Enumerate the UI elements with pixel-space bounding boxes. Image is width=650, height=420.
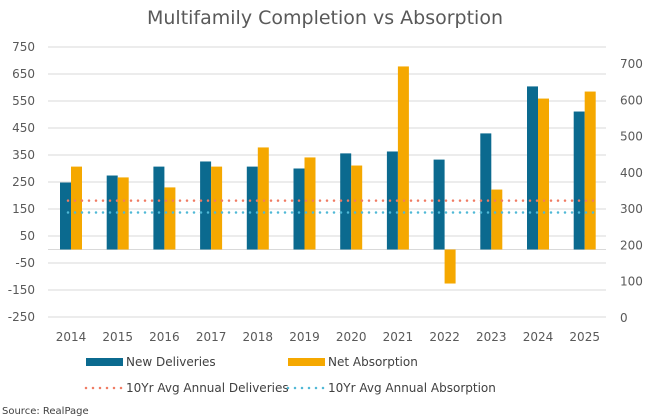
x-tick-label: 2023: [476, 330, 507, 344]
average-lines: [66, 199, 600, 214]
right-tick-label: 400: [620, 166, 643, 180]
right-tick-label: 700: [620, 57, 643, 71]
left-tick-label: 150: [12, 202, 35, 216]
bar-new-deliveries-2018: [246, 166, 258, 250]
gridlines: [48, 46, 606, 318]
bars: [60, 66, 596, 284]
bar-net-absorption-2025: [584, 91, 596, 250]
x-tick-label: 2025: [569, 330, 600, 344]
x-tick-label: 2024: [523, 330, 554, 344]
bar-net-absorption-2021: [397, 66, 409, 250]
x-tick-label: 2020: [336, 330, 367, 344]
left-tick-label: -50: [15, 256, 35, 270]
legend-swatch: [288, 358, 325, 366]
bar-net-absorption-2024: [538, 98, 549, 250]
left-tick-label: 750: [12, 40, 35, 54]
x-axis: 2014 2015 2016 2017 2018 2019 2020 2021 2022 2023…: [56, 330, 600, 344]
left-tick-label: -250: [8, 310, 35, 324]
left-tick-label: 250: [12, 175, 35, 189]
bar-new-deliveries-2015: [106, 175, 118, 250]
left-tick-label: 450: [12, 121, 35, 135]
bar-net-absorption-2022: [444, 249, 456, 284]
left-axis: 750 650 550 450 350 250 150 50 -50 -150 -250: [8, 40, 35, 324]
bar-new-deliveries-2021: [386, 151, 398, 250]
chart-title: Multifamily Completion vs Absorption: [147, 7, 503, 29]
legend-item: New Deliveries: [86, 355, 216, 369]
left-tick-label: 650: [12, 67, 35, 81]
legend-item: 10Yr Avg Annual Absorption: [286, 381, 496, 395]
legend-item: Net Absorption: [288, 355, 418, 369]
bar-new-deliveries-2025: [573, 111, 585, 250]
legend-label: Net Absorption: [328, 355, 418, 369]
bar-new-deliveries-2023: [480, 133, 492, 250]
right-tick-label: 200: [620, 238, 643, 252]
bar-net-absorption-2020: [351, 165, 363, 250]
right-tick-label: 300: [620, 202, 643, 216]
legend-label: New Deliveries: [126, 355, 216, 369]
right-axis: 700 600 500 400 300 200 100 0: [620, 57, 643, 325]
legend-label: 10Yr Avg Annual Deliveries: [126, 381, 289, 395]
bar-net-absorption-2014: [71, 166, 82, 250]
legend: New Deliveries Net Absorption 10Yr Avg Ann…: [84, 355, 496, 395]
bar-new-deliveries-2016: [153, 166, 165, 250]
bar-new-deliveries-2017: [200, 161, 212, 250]
left-tick-label: -150: [8, 283, 35, 297]
x-tick-label: 2021: [383, 330, 414, 344]
x-tick-label: 2018: [243, 330, 274, 344]
left-tick-label: 50: [20, 229, 35, 243]
right-tick-label: 100: [620, 275, 643, 289]
bar-new-deliveries-2024: [527, 86, 538, 250]
bar-net-absorption-2023: [491, 189, 503, 250]
x-tick-label: 2022: [429, 330, 460, 344]
bar-new-deliveries-2019: [293, 168, 305, 250]
legend-swatch: [86, 358, 123, 366]
bar-net-absorption-2018: [257, 147, 269, 250]
bar-net-absorption-2017: [211, 166, 223, 250]
left-tick-label: 550: [12, 94, 35, 108]
bar-new-deliveries-2014: [60, 182, 71, 250]
bar-net-absorption-2016: [164, 187, 176, 250]
legend-item: 10Yr Avg Annual Deliveries: [84, 381, 289, 395]
right-tick-label: 0: [620, 311, 628, 325]
x-tick-label: 2015: [102, 330, 133, 344]
bar-net-absorption-2019: [304, 157, 316, 250]
source-note: Source: RealPage: [2, 406, 89, 417]
legend-label: 10Yr Avg Annual Absorption: [328, 381, 496, 395]
x-tick-label: 2019: [289, 330, 320, 344]
left-tick-label: 350: [12, 148, 35, 162]
bar-new-deliveries-2022: [433, 159, 445, 250]
bar-new-deliveries-2020: [340, 153, 352, 250]
x-tick-label: 2014: [56, 330, 87, 344]
right-tick-label: 500: [620, 130, 643, 144]
right-tick-label: 600: [620, 93, 643, 107]
x-tick-label: 2017: [196, 330, 227, 344]
x-tick-label: 2016: [149, 330, 180, 344]
